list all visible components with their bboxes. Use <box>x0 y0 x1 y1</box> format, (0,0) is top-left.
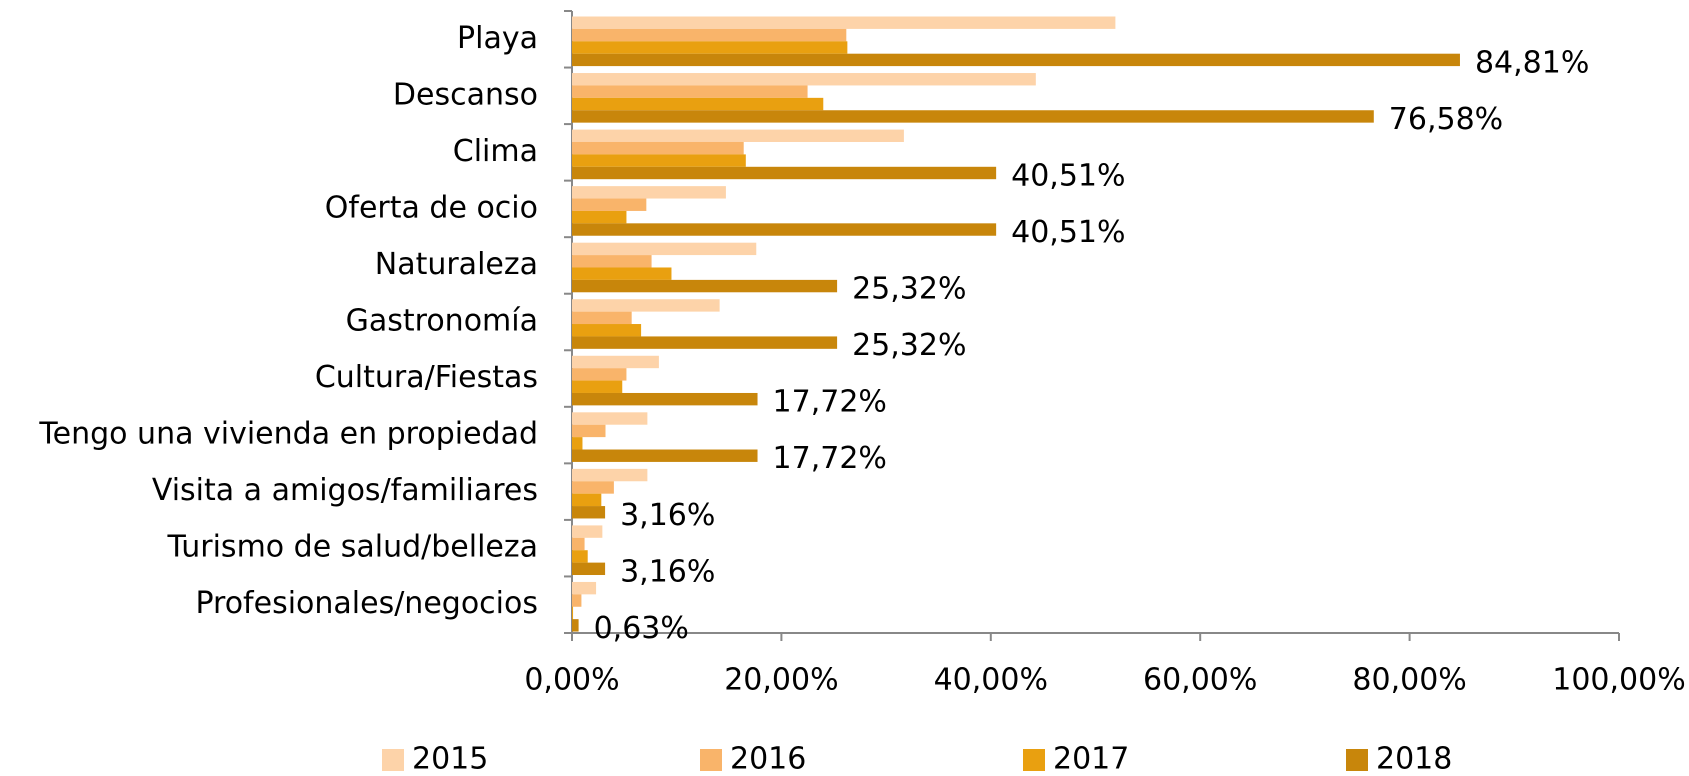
x-tick-label: 40,00% <box>934 663 1048 698</box>
bar <box>572 525 603 538</box>
bar <box>572 449 758 462</box>
category-label: Visita a amigos/familiares <box>152 473 538 508</box>
bar <box>572 166 997 180</box>
bar <box>572 97 824 111</box>
bar <box>572 424 606 438</box>
bar <box>572 110 1374 123</box>
bar <box>572 210 627 224</box>
bar <box>572 279 838 293</box>
bar <box>572 141 744 155</box>
legend-label: 2016 <box>730 742 806 776</box>
bar <box>572 16 1116 29</box>
bar <box>572 493 602 507</box>
bar <box>572 73 1036 86</box>
value-label: 25,32% <box>852 328 966 363</box>
x-tick-label: 80,00% <box>1352 663 1466 698</box>
bar <box>572 85 808 98</box>
bar <box>572 267 672 280</box>
bar <box>572 53 1460 67</box>
bar <box>572 581 597 595</box>
legend-label: 2018 <box>1376 742 1452 776</box>
bar <box>572 311 632 325</box>
bar <box>572 242 757 256</box>
value-label: 3,16% <box>620 554 715 589</box>
bar <box>572 562 606 576</box>
category-label: Playa <box>457 21 538 56</box>
x-tick-label: 20,00% <box>724 663 838 698</box>
bar <box>572 223 997 236</box>
bar <box>572 537 585 551</box>
category-label: Naturaleza <box>375 247 538 282</box>
x-tick-label: 0,00% <box>524 663 619 698</box>
bar <box>572 336 838 349</box>
category-label: Cultura/Fiestas <box>315 360 538 395</box>
category-label: Clima <box>453 134 538 169</box>
bar <box>572 437 583 450</box>
legend-swatch <box>382 749 404 771</box>
bar <box>572 506 606 519</box>
legend-swatch <box>1023 749 1045 771</box>
bar <box>572 198 647 211</box>
x-tick-label: 100,00% <box>1552 663 1685 698</box>
bar <box>572 594 582 607</box>
value-label: 25,32% <box>852 272 966 307</box>
category-label: Turismo de salud/belleza <box>166 530 538 565</box>
bar <box>572 255 652 268</box>
category-label: Descanso <box>393 77 538 112</box>
value-label: 0,63% <box>594 611 689 646</box>
legend-swatch <box>1346 749 1368 771</box>
value-label: 84,81% <box>1475 45 1589 80</box>
value-label: 40,51% <box>1011 158 1125 193</box>
x-tick-label: 60,00% <box>1143 663 1257 698</box>
bar <box>572 380 623 393</box>
legend-label: 2015 <box>412 742 488 776</box>
value-label: 40,51% <box>1011 215 1125 250</box>
bar <box>572 619 579 632</box>
category-label: Tengo una vivienda en propiedad <box>38 417 538 452</box>
category-label: Oferta de ocio <box>325 190 538 225</box>
bar <box>572 299 720 312</box>
bar <box>572 368 627 381</box>
bar <box>572 28 847 42</box>
bar <box>572 606 574 620</box>
bar <box>572 186 726 199</box>
category-label: Gastronomía <box>346 304 538 339</box>
bar <box>572 550 588 563</box>
value-label: 17,72% <box>773 385 887 420</box>
bar <box>572 355 659 369</box>
bar <box>572 412 648 425</box>
bar <box>572 41 848 54</box>
value-label: 17,72% <box>773 441 887 476</box>
bar <box>572 481 614 494</box>
bar <box>572 129 904 142</box>
bar <box>572 468 648 482</box>
legend-label: 2017 <box>1053 742 1129 776</box>
bar <box>572 392 758 406</box>
value-label: 3,16% <box>620 498 715 533</box>
legend-swatch <box>700 749 722 771</box>
category-label: Profesionales/negocios <box>195 586 538 621</box>
bar <box>572 324 642 337</box>
bar <box>572 154 746 167</box>
value-label: 76,58% <box>1389 102 1503 137</box>
